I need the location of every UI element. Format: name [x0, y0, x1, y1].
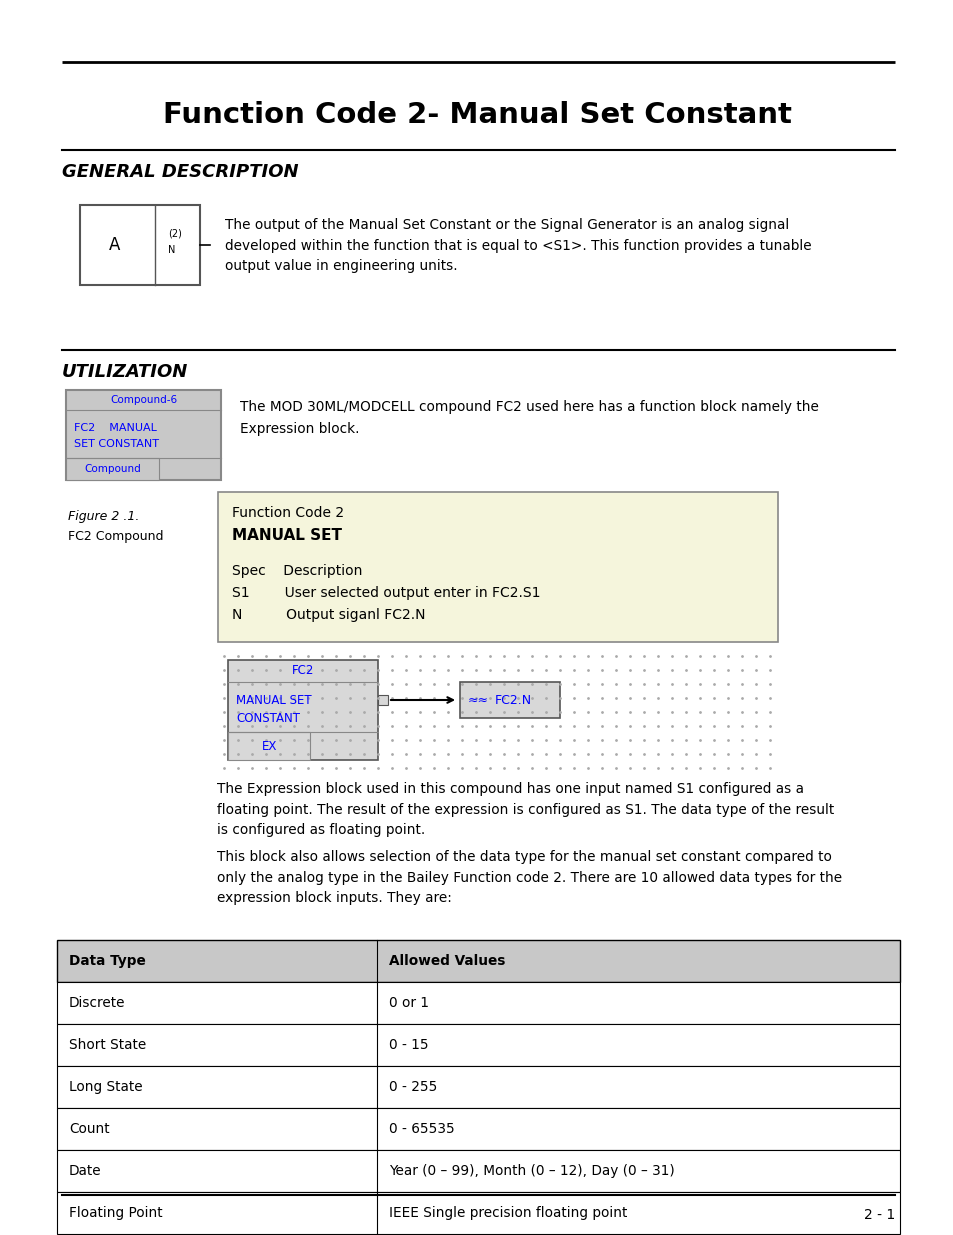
Text: SET CONSTANT: SET CONSTANT: [74, 438, 159, 450]
Text: Figure 2 .1.: Figure 2 .1.: [68, 510, 139, 522]
Text: Long State: Long State: [69, 1079, 143, 1094]
Text: Function Code 2- Manual Set Constant: Function Code 2- Manual Set Constant: [162, 101, 791, 128]
Text: Function Code 2: Function Code 2: [232, 506, 344, 520]
Text: 0 - 255: 0 - 255: [389, 1079, 437, 1094]
Text: Compound: Compound: [84, 464, 141, 474]
Text: MANUAL SET: MANUAL SET: [232, 529, 341, 543]
Bar: [57, 1108, 899, 1150]
Text: S1        User selected output enter in FC2.S1: S1 User selected output enter in FC2.S1: [232, 585, 540, 600]
Text: IEEE Single precision floating point: IEEE Single precision floating point: [389, 1207, 627, 1220]
Bar: [228, 732, 310, 760]
Bar: [66, 458, 159, 480]
Bar: [57, 982, 899, 1024]
Bar: [218, 492, 778, 642]
Text: EX: EX: [261, 740, 276, 752]
Bar: [57, 1150, 899, 1192]
Text: FC2: FC2: [292, 664, 314, 678]
Bar: [57, 1024, 899, 1066]
Text: FC2.N: FC2.N: [495, 694, 532, 706]
Text: FC2 Compound: FC2 Compound: [68, 530, 163, 543]
Bar: [459, 682, 559, 718]
Text: Year (0 – 99), Month (0 – 12), Day (0 – 31): Year (0 – 99), Month (0 – 12), Day (0 – …: [389, 1165, 675, 1178]
Text: N: N: [168, 245, 175, 254]
Text: Discrete: Discrete: [69, 995, 126, 1010]
Text: 0 - 65535: 0 - 65535: [389, 1123, 455, 1136]
Text: Count: Count: [69, 1123, 110, 1136]
Text: (2): (2): [168, 228, 182, 238]
Text: UTILIZATION: UTILIZATION: [62, 363, 188, 382]
Bar: [80, 205, 200, 285]
Text: ≈≈: ≈≈: [468, 694, 489, 706]
Text: 2 - 1: 2 - 1: [862, 1208, 894, 1221]
Bar: [57, 1192, 899, 1234]
Bar: [228, 659, 377, 760]
Text: MANUAL SET: MANUAL SET: [235, 694, 312, 706]
Text: 0 - 15: 0 - 15: [389, 1037, 429, 1052]
Bar: [57, 940, 899, 982]
Text: This block also allows selection of the data type for the manual set constant co: This block also allows selection of the …: [216, 850, 841, 905]
Bar: [377, 695, 388, 705]
Bar: [66, 390, 221, 480]
Text: GENERAL DESCRIPTION: GENERAL DESCRIPTION: [62, 163, 298, 182]
Text: Floating Point: Floating Point: [69, 1207, 162, 1220]
Text: FC2    MANUAL: FC2 MANUAL: [74, 424, 156, 433]
Text: Data Type: Data Type: [69, 953, 146, 968]
Text: The MOD 30ML/MODCELL compound FC2 used here has a function block namely the
Expr: The MOD 30ML/MODCELL compound FC2 used h…: [240, 400, 818, 436]
Text: The output of the Manual Set Constant or the Signal Generator is an analog signa: The output of the Manual Set Constant or…: [225, 219, 811, 273]
Bar: [57, 1066, 899, 1108]
Text: Spec    Description: Spec Description: [232, 564, 362, 578]
Text: A: A: [110, 236, 121, 254]
Text: N          Output siganl FC2.N: N Output siganl FC2.N: [232, 608, 425, 622]
Text: The Expression block used in this compound has one input named S1 configured as : The Expression block used in this compou…: [216, 782, 833, 837]
Text: CONSTANT: CONSTANT: [235, 711, 299, 725]
Text: Date: Date: [69, 1165, 102, 1178]
Text: Short State: Short State: [69, 1037, 146, 1052]
Text: Compound-6: Compound-6: [110, 395, 177, 405]
Text: 0 or 1: 0 or 1: [389, 995, 429, 1010]
Text: Allowed Values: Allowed Values: [389, 953, 505, 968]
